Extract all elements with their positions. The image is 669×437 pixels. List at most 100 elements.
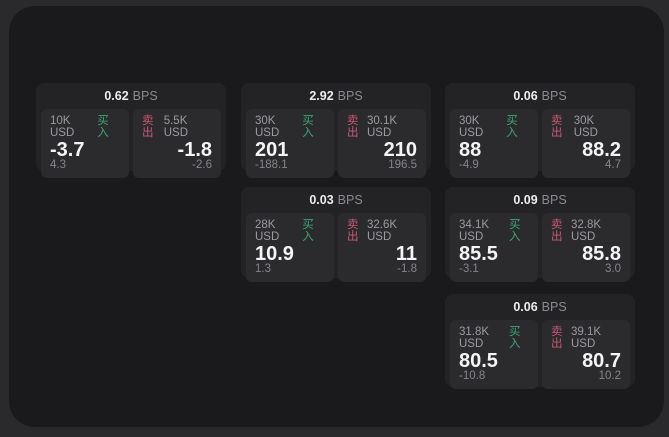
sell-panel-top: 卖出 30.1K USD <box>347 115 417 139</box>
buy-size: 34.1K USD <box>459 219 490 243</box>
buy-quote-button[interactable]: 30K USD 买入 201 -188.1 <box>246 109 334 178</box>
sell-price: 11 <box>395 243 417 265</box>
buy-size: 28K USD <box>255 219 280 243</box>
buy-sub-value: -3.1 <box>459 263 479 275</box>
bps-header: 0.06 BPS <box>445 83 635 109</box>
buy-label: 买入 <box>97 115 109 139</box>
sell-quote-button[interactable]: 卖出 39.1K USD 80.7 10.2 <box>542 320 630 389</box>
sell-label: 卖出 <box>347 115 359 139</box>
sell-panel-top: 卖出 30K USD <box>551 115 621 139</box>
buy-sub-value: -10.8 <box>459 370 486 382</box>
sell-label: 卖出 <box>551 219 563 243</box>
sell-price: 80.7 <box>582 350 621 372</box>
sell-sub-value: 3.0 <box>605 263 621 275</box>
buy-quote-button[interactable]: 34.1K USD 买入 85.5 -3.1 <box>450 213 538 282</box>
buy-sub-value: 1.3 <box>255 263 271 275</box>
quote-panels: 31.8K USD 买入 80.5 -10.8 卖出 39.1K USD 80.… <box>450 320 630 389</box>
sell-panel-top: 卖出 39.1K USD <box>551 326 621 350</box>
bps-value: 0.62 <box>104 89 129 103</box>
buy-price: 80.5 <box>459 350 498 372</box>
sell-quote-button[interactable]: 卖出 30K USD 88.2 4.7 <box>542 109 630 178</box>
sell-quote-button[interactable]: 卖出 32.6K USD 11 -1.8 <box>338 213 426 282</box>
sell-label: 卖出 <box>142 115 154 139</box>
buy-label: 买入 <box>506 115 518 139</box>
quote-panels: 34.1K USD 买入 85.5 -3.1 卖出 32.8K USD 85.8… <box>450 213 630 282</box>
quote-panels: 30K USD 买入 201 -188.1 卖出 30.1K USD 210 1… <box>246 109 426 178</box>
buy-panel-top: 28K USD 买入 <box>255 219 325 243</box>
sell-label: 卖出 <box>551 115 563 139</box>
buy-size: 10K USD <box>50 115 75 139</box>
bps-unit-label: BPS <box>541 89 567 103</box>
sell-quote-button[interactable]: 卖出 5.5K USD -1.8 -2.6 <box>133 109 221 178</box>
buy-quote-button[interactable]: 30K USD 买入 88 -4.9 <box>450 109 538 178</box>
bps-value: 2.92 <box>309 89 334 103</box>
sell-size: 39.1K USD <box>571 326 602 350</box>
quote-panels: 28K USD 买入 10.9 1.3 卖出 32.6K USD 11 -1.8 <box>246 213 426 282</box>
sell-size: 30K USD <box>573 115 598 139</box>
quote-card: 0.03 BPS 28K USD 买入 10.9 1.3 卖出 32.6K US… <box>241 187 431 282</box>
quote-panels: 30K USD 买入 88 -4.9 卖出 30K USD 88.2 4.7 <box>450 109 630 178</box>
sell-size: 30.1K USD <box>367 115 398 139</box>
buy-size: 31.8K USD <box>459 326 490 350</box>
quote-card: 2.92 BPS 30K USD 买入 201 -188.1 卖出 30.1K … <box>241 83 431 178</box>
buy-panel-top: 31.8K USD 买入 <box>459 326 529 350</box>
buy-sub-value: 4.3 <box>50 159 66 171</box>
bps-value: 0.09 <box>513 193 538 207</box>
buy-price: 10.9 <box>255 243 294 265</box>
buy-price: 88 <box>459 139 482 161</box>
sell-price: 210 <box>383 139 417 161</box>
buy-panel-top: 30K USD 买入 <box>255 115 325 139</box>
bps-unit-label: BPS <box>541 193 567 207</box>
bps-header: 0.09 BPS <box>445 187 635 213</box>
sell-sub-value: -2.6 <box>192 159 212 171</box>
quote-card: 0.62 BPS 10K USD 买入 -3.7 4.3 卖出 5.5K USD… <box>36 83 226 178</box>
buy-price: 85.5 <box>459 243 498 265</box>
buy-sub-value: -188.1 <box>255 159 288 171</box>
buy-panel-top: 30K USD 买入 <box>459 115 529 139</box>
bps-unit-label: BPS <box>337 193 363 207</box>
buy-label: 买入 <box>509 326 521 350</box>
sell-panel-top: 卖出 32.6K USD <box>347 219 417 243</box>
sell-panel-top: 卖出 5.5K USD <box>142 115 212 139</box>
buy-price: -3.7 <box>50 139 85 161</box>
sell-price: 88.2 <box>582 139 621 161</box>
buy-price: 201 <box>255 139 289 161</box>
bps-unit-label: BPS <box>541 300 567 314</box>
buy-quote-button[interactable]: 28K USD 买入 10.9 1.3 <box>246 213 334 282</box>
quote-card: 0.06 BPS 30K USD 买入 88 -4.9 卖出 30K USD 8… <box>445 83 635 178</box>
sell-price: 85.8 <box>582 243 621 265</box>
sell-label: 卖出 <box>551 326 563 350</box>
sell-quote-button[interactable]: 卖出 32.8K USD 85.8 3.0 <box>542 213 630 282</box>
bps-header: 2.92 BPS <box>241 83 431 109</box>
buy-size: 30K USD <box>255 115 280 139</box>
bps-value: 0.06 <box>513 300 538 314</box>
buy-size: 30K USD <box>459 115 484 139</box>
bps-header: 0.62 BPS <box>36 83 226 109</box>
sell-panel-top: 卖出 32.8K USD <box>551 219 621 243</box>
sell-sub-value: 4.7 <box>605 159 621 171</box>
bps-value: 0.03 <box>309 193 334 207</box>
sell-price: -1.8 <box>177 139 212 161</box>
buy-quote-button[interactable]: 31.8K USD 买入 80.5 -10.8 <box>450 320 538 389</box>
bps-header: 0.03 BPS <box>241 187 431 213</box>
buy-label: 买入 <box>302 219 314 243</box>
sell-sub-value: -1.8 <box>397 263 417 275</box>
buy-quote-button[interactable]: 10K USD 买入 -3.7 4.3 <box>41 109 129 178</box>
quote-card: 0.06 BPS 31.8K USD 买入 80.5 -10.8 卖出 39.1… <box>445 294 635 389</box>
bps-header: 0.06 BPS <box>445 294 635 320</box>
quote-card: 0.09 BPS 34.1K USD 买入 85.5 -3.1 卖出 32.8K… <box>445 187 635 282</box>
bps-unit-label: BPS <box>132 89 158 103</box>
sell-quote-button[interactable]: 卖出 30.1K USD 210 196.5 <box>338 109 426 178</box>
buy-label: 买入 <box>302 115 314 139</box>
sell-size: 32.6K USD <box>367 219 398 243</box>
buy-panel-top: 10K USD 买入 <box>50 115 120 139</box>
buy-sub-value: -4.9 <box>459 159 479 171</box>
buy-label: 买入 <box>509 219 521 243</box>
quote-panels: 10K USD 买入 -3.7 4.3 卖出 5.5K USD -1.8 -2.… <box>41 109 221 178</box>
bps-value: 0.06 <box>513 89 538 103</box>
bps-unit-label: BPS <box>337 89 363 103</box>
sell-sub-value: 10.2 <box>598 370 621 382</box>
sell-label: 卖出 <box>347 219 359 243</box>
sell-size: 32.8K USD <box>571 219 602 243</box>
buy-panel-top: 34.1K USD 买入 <box>459 219 529 243</box>
